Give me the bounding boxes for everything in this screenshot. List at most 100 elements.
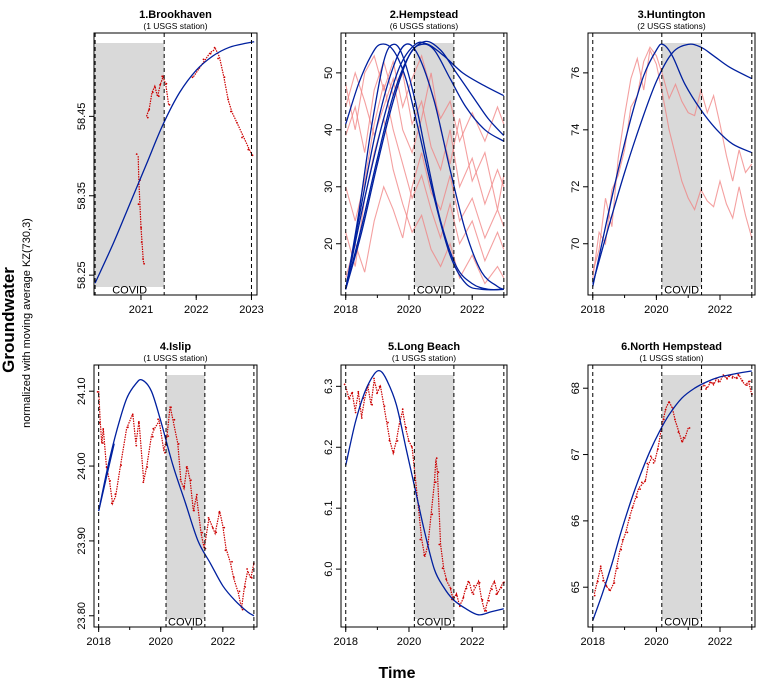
observed-point: [236, 121, 238, 124]
x-tick-label: 2022: [460, 636, 484, 648]
fitted-curve: [345, 40, 505, 290]
observed-point: [649, 455, 652, 458]
fitted-curve: [345, 41, 505, 290]
observed-point: [170, 406, 172, 409]
observed-point: [202, 58, 205, 61]
y-tick-label: 65: [570, 581, 582, 593]
fitted-curve: [592, 370, 752, 621]
chart-subtitle: (1 USGS station): [143, 21, 207, 31]
observed-point: [613, 582, 616, 584]
observed-point: [233, 576, 235, 578]
chart-title: 5.Long Beach: [388, 341, 460, 353]
chart-frame: [93, 364, 258, 628]
fitted-curve: [345, 370, 504, 616]
observed-series: [700, 373, 753, 395]
chart-title: 4.Islip: [160, 341, 191, 353]
observed-point: [631, 506, 634, 509]
covid-shade: [166, 375, 205, 619]
covid-shade: [414, 375, 454, 619]
observed-point: [373, 377, 375, 380]
x-tick-label: 2022: [708, 304, 732, 316]
observed-point: [142, 258, 144, 260]
observed-point: [131, 413, 134, 416]
y-tick-label: 20: [323, 238, 335, 250]
observed-point: [354, 411, 357, 414]
fitted-curve: [345, 43, 504, 291]
x-tick-label: 2018: [334, 304, 358, 316]
y-tick-label: 72: [570, 181, 582, 193]
x-tick-label: 2020: [397, 304, 421, 316]
observed-point: [674, 418, 676, 421]
observed-point: [605, 585, 608, 587]
observed-point: [223, 526, 226, 529]
observed-point: [435, 457, 438, 460]
chart-subtitle: (6 USGS stations): [390, 21, 459, 31]
chart-plot-area: [96, 375, 255, 619]
observed-point: [431, 513, 434, 516]
observed-point: [371, 403, 373, 406]
y-tick-label: 23.90: [76, 527, 88, 555]
observed-point: [644, 480, 647, 482]
y-tick-label: 50: [323, 67, 335, 79]
y-tick-label: 6.3: [323, 379, 335, 394]
chart-panel-5: 5.Long Beach(1 USGS station) COVID 2018 202…: [323, 341, 508, 648]
fitted-curve: [94, 41, 255, 284]
observed-point: [120, 464, 122, 467]
observed-point: [241, 136, 243, 139]
observed-point: [177, 443, 180, 445]
observed-point: [726, 377, 728, 380]
observed-point: [677, 431, 680, 433]
observed-point: [392, 451, 395, 454]
chart-subtitle: (1 USGS station): [639, 353, 703, 363]
observed-point: [251, 154, 254, 157]
y-tick-label: 58.25: [76, 261, 88, 289]
observed-point: [712, 382, 714, 384]
observed-point: [748, 380, 751, 383]
observed-point: [681, 440, 684, 443]
observed-point: [462, 596, 465, 599]
observed-point: [410, 445, 413, 448]
observed-point: [640, 481, 643, 484]
chart-title: 2.Hempstead: [390, 9, 458, 21]
observed-point: [201, 531, 204, 534]
covid-shade: [661, 43, 702, 287]
observed-point: [596, 580, 599, 583]
observed-point: [168, 103, 171, 106]
observed-point: [593, 594, 596, 597]
observed-point: [383, 405, 386, 407]
observed-point: [405, 426, 408, 429]
chart-title: 1.Brookhaven: [139, 9, 212, 21]
observed-point: [434, 481, 437, 484]
observed-point: [227, 98, 230, 101]
covid-label: COVID: [417, 617, 452, 629]
observed-point: [109, 480, 111, 482]
observed-point: [423, 554, 426, 557]
x-tick-label: 2022: [708, 636, 732, 648]
observed-series: [345, 59, 505, 206]
x-tick-label: 2018: [581, 636, 605, 648]
observed-series: [592, 46, 753, 278]
observed-point: [215, 531, 218, 534]
y-tick-label: 67: [570, 448, 582, 460]
fitted-curve: [98, 443, 115, 512]
observed-point: [652, 462, 655, 464]
y-tick-label: 6.1: [323, 501, 335, 516]
observed-point: [664, 408, 667, 411]
chart-plot-area: [94, 41, 255, 287]
observed-series: [345, 71, 505, 210]
observed-point: [616, 567, 619, 570]
fitted-curve: [98, 378, 255, 617]
y-tick-label: 66: [570, 515, 582, 527]
observed-point: [151, 435, 154, 438]
observed-point: [96, 391, 99, 393]
observed-point: [495, 593, 498, 596]
y-tick-label: 23.80: [76, 602, 88, 630]
observed-point: [140, 241, 143, 244]
chart-plot-area: [592, 43, 753, 287]
observed-point: [746, 384, 748, 386]
fitted-curve: [592, 43, 753, 284]
observed-point: [207, 517, 210, 519]
observed-point: [709, 381, 711, 384]
